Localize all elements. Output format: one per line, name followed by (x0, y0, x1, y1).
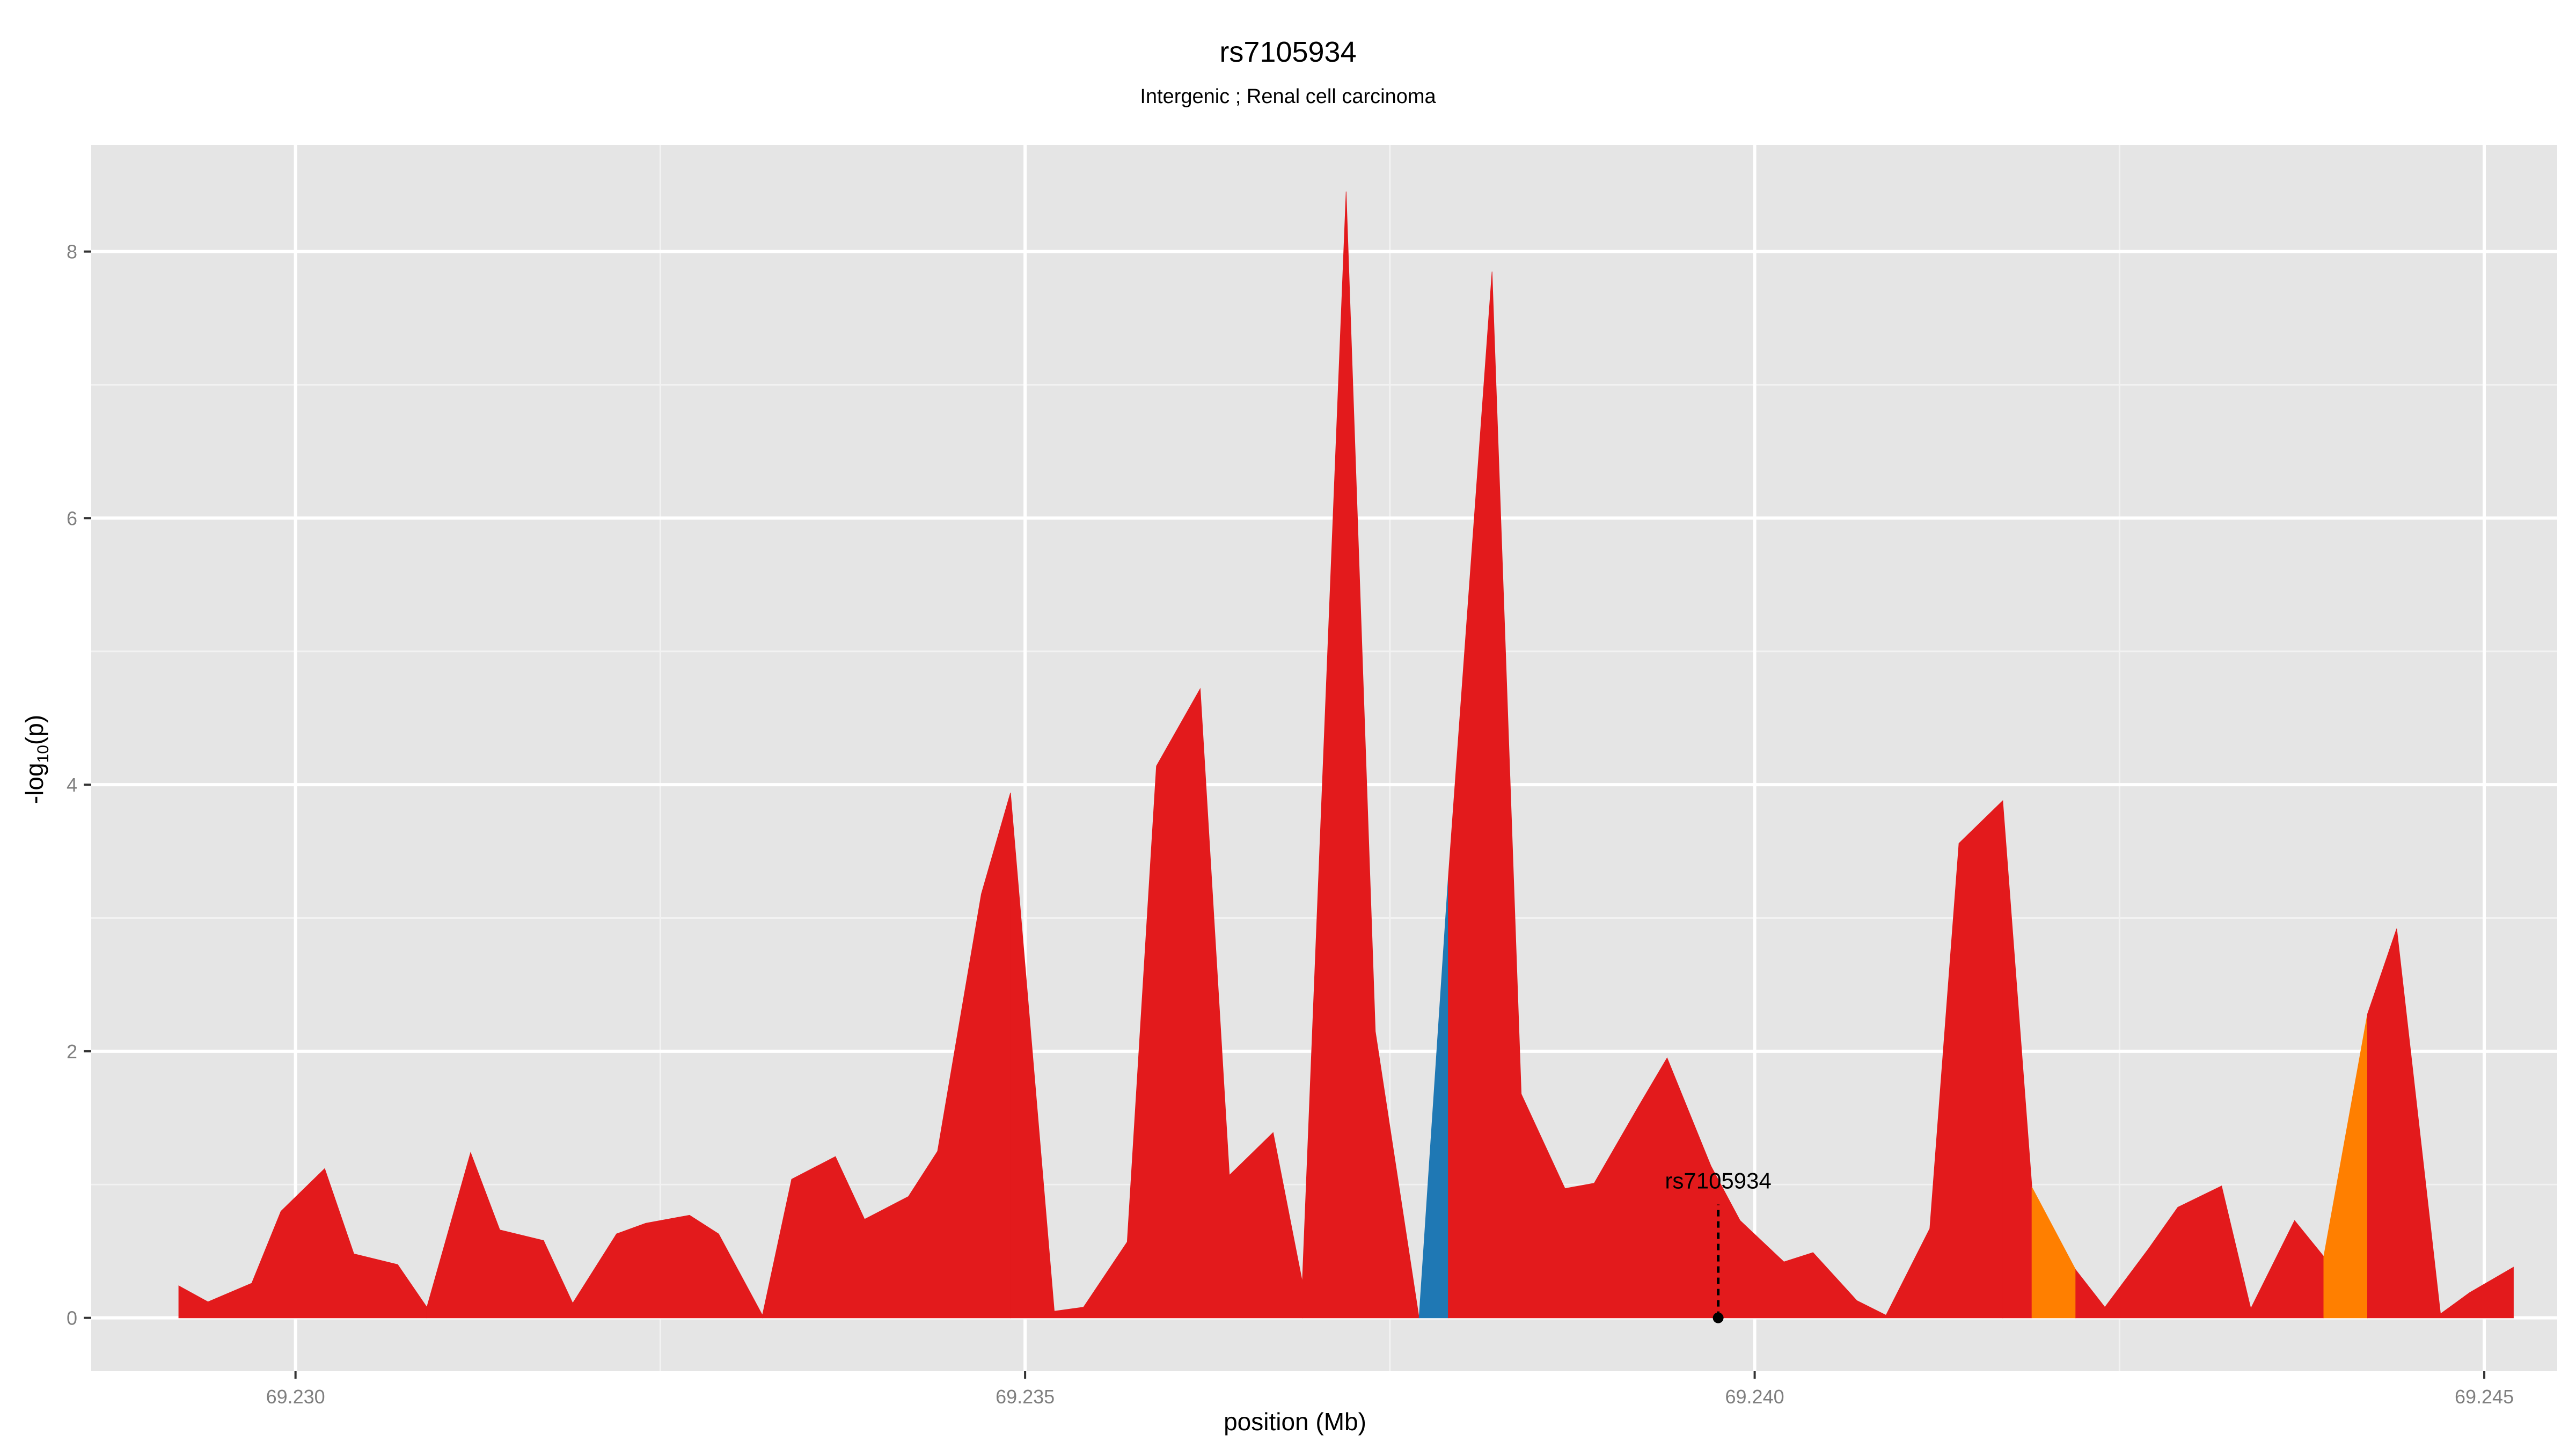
y-tick-label: 6 (67, 507, 77, 529)
data-areas (178, 191, 2514, 1319)
y-axis-title-end: (p) (20, 715, 48, 745)
chart-subtitle: Intergenic ; Renal cell carcinoma (1140, 85, 1436, 108)
x-tick-label: 69.245 (2455, 1386, 2514, 1408)
x-tick-label: 69.240 (1725, 1386, 1784, 1408)
y-tick-label: 2 (67, 1041, 77, 1063)
y-tick-label: 0 (67, 1307, 77, 1329)
x-tick-label: 69.230 (266, 1386, 325, 1408)
y-tick-label: 8 (67, 241, 77, 263)
chart-title: rs7105934 (1219, 36, 1356, 68)
area-segment-4 (1302, 191, 1419, 1319)
area-segment-6 (1448, 271, 2003, 1319)
y-axis-title: -log10(p) (20, 715, 52, 804)
x-axis-title: position (Mb) (1224, 1408, 1366, 1436)
area-segment-11 (2367, 928, 2514, 1319)
x-axis: 69.230 69.235 69.240 69.245 (266, 1371, 2514, 1408)
y-axis-title-main: -log (20, 763, 48, 804)
y-axis: 0 2 4 6 8 (67, 241, 91, 1329)
y-tick-label: 4 (67, 774, 77, 796)
x-tick-label: 69.235 (996, 1386, 1055, 1408)
annotation: rs7105934 (1665, 1168, 1772, 1323)
y-axis-title-subscript: 10 (34, 745, 52, 763)
annotation-point (1713, 1312, 1724, 1323)
annotation-label: rs7105934 (1665, 1168, 1772, 1194)
